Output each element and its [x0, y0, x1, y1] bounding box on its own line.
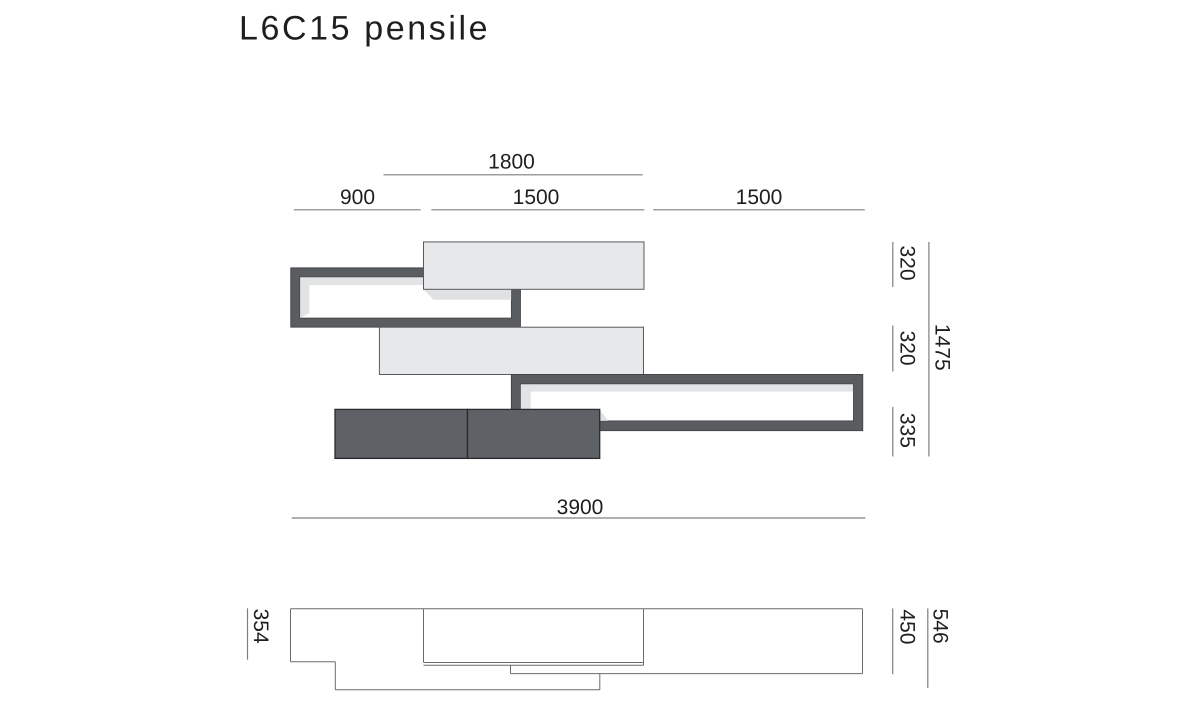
svg-text:900: 900	[340, 186, 375, 209]
svg-text:L6C15 pensile: L6C15 pensile	[239, 9, 490, 47]
svg-text:546: 546	[928, 609, 951, 644]
svg-text:320: 320	[895, 245, 918, 280]
svg-text:320: 320	[895, 331, 918, 366]
svg-text:354: 354	[249, 609, 272, 644]
svg-text:3900: 3900	[557, 496, 604, 519]
svg-text:1475: 1475	[931, 324, 954, 371]
svg-text:450: 450	[895, 609, 918, 644]
svg-text:1800: 1800	[488, 151, 535, 174]
svg-text:335: 335	[895, 413, 918, 448]
svg-text:1500: 1500	[736, 186, 783, 209]
svg-text:1500: 1500	[513, 186, 560, 209]
